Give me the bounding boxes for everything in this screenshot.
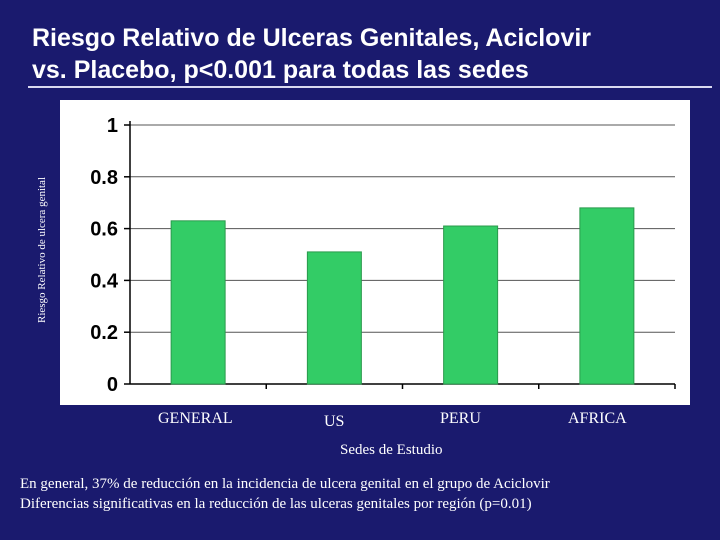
y-axis-label: Riesgo Relativo de ulcera genital bbox=[36, 176, 48, 324]
y-tick-label: 0.8 bbox=[90, 167, 118, 189]
y-tick-label: 1 bbox=[107, 115, 118, 137]
category-label-general: GENERAL bbox=[158, 410, 233, 427]
x-axis-label: Sedes de Estudio bbox=[340, 442, 443, 458]
category-label-africa: AFRICA bbox=[568, 410, 627, 427]
bar-peru bbox=[443, 225, 499, 385]
bar-general bbox=[170, 220, 226, 385]
bar-us bbox=[306, 251, 362, 385]
title-line-2: vs. Placebo, p<0.001 para todas las sede… bbox=[32, 56, 529, 84]
category-label-us: US bbox=[324, 413, 345, 430]
y-tick-label: 0.6 bbox=[90, 219, 118, 241]
bar-africa bbox=[579, 207, 635, 385]
category-label-peru: PERU bbox=[440, 410, 481, 427]
y-tick-label: 0 bbox=[107, 374, 118, 396]
slide-notes: En general, 37% de reducción en la incid… bbox=[20, 474, 710, 514]
note-line-2: Diferencias significativas en la reducci… bbox=[20, 496, 532, 512]
note-line-1: En general, 37% de reducción en la incid… bbox=[20, 476, 550, 492]
title-divider bbox=[28, 86, 712, 88]
y-tick-label: 0.4 bbox=[90, 270, 119, 292]
title-line-1: Riesgo Relativo de Ulceras Genitales, Ac… bbox=[32, 24, 592, 52]
y-tick-label: 0.2 bbox=[90, 322, 118, 344]
slide-title: Riesgo Relativo de Ulceras Genitales, Ac… bbox=[32, 22, 712, 86]
